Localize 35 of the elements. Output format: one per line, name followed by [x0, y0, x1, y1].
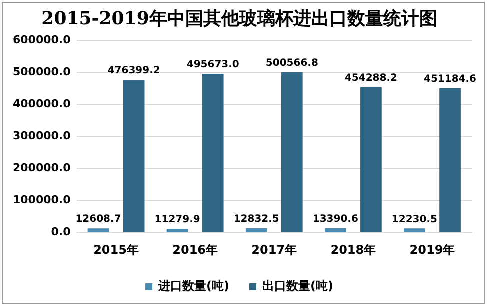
x-tick-label: 2017年: [252, 242, 298, 257]
y-tick-label: 500000.0: [12, 65, 72, 78]
bar: [440, 88, 461, 232]
y-tick-label: 300000.0: [12, 129, 72, 142]
x-tick-label: 2015年: [94, 242, 139, 257]
bar: [246, 228, 268, 232]
x-tick-label: 2019年: [410, 242, 456, 257]
bar: [324, 228, 346, 232]
y-tick-label: 100000.0: [12, 193, 72, 206]
y-tick-label: 400000.0: [12, 97, 72, 110]
data-label: 12832.5: [234, 214, 280, 226]
x-tick-label: 2018年: [330, 242, 376, 257]
data-label: 13390.6: [312, 214, 358, 225]
data-label: 451184.6: [424, 74, 477, 85]
bar: [281, 72, 303, 232]
bar: [166, 228, 188, 232]
data-label: 12230.5: [392, 214, 438, 226]
data-label: 12608.7: [76, 214, 122, 226]
data-label: 476399.2: [108, 66, 160, 77]
legend-label: 出口数量(吨): [262, 279, 334, 294]
y-tick-label: 0.0: [51, 225, 72, 238]
data-label: 495673.0: [186, 60, 240, 71]
chart-title: 2015-2019年中国其他玻璃杯进出口数量统计图: [42, 8, 438, 30]
y-tick-label: 200000.0: [12, 161, 72, 174]
bar: [404, 228, 426, 232]
data-label: 11279.9: [154, 214, 200, 226]
x-tick-label: 2016年: [172, 242, 218, 257]
legend-label: 进口数量(吨): [158, 279, 230, 294]
bar: [88, 228, 110, 232]
bar: [123, 80, 145, 232]
y-tick-label: 600000.0: [12, 33, 72, 46]
bar: [202, 74, 224, 232]
data-label: 500566.8: [266, 58, 318, 70]
data-label: 454288.2: [344, 72, 398, 84]
bar: [360, 87, 382, 232]
